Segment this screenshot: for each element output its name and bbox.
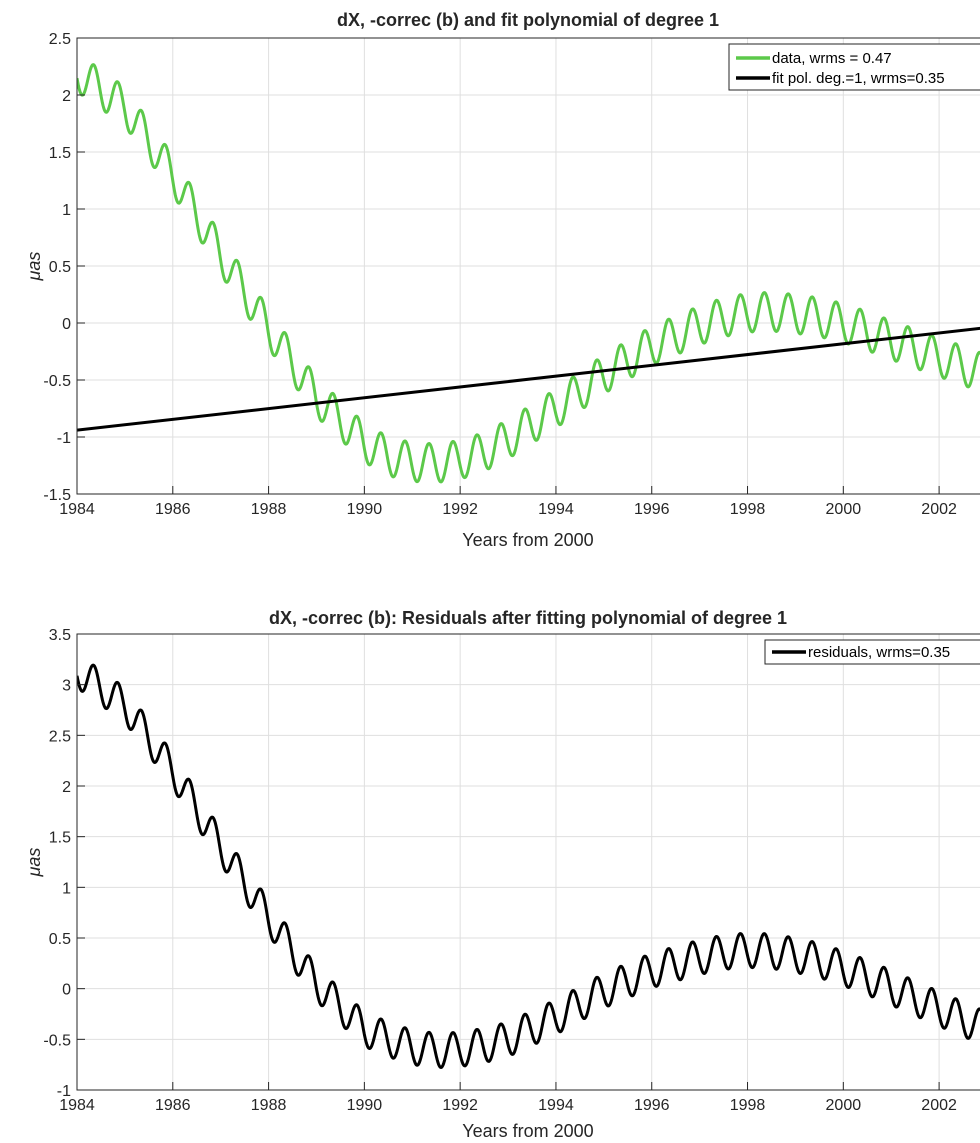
top-x-tick-label: 2000: [826, 501, 862, 518]
top-chart-title: dX, -correc (b) and fit polynomial of de…: [337, 10, 719, 30]
top-x-tick-label: 1988: [251, 501, 287, 518]
top-panel: dX, -correc (b) and fit polynomial of de…: [24, 10, 980, 550]
bottom-legend: residuals, wrms=0.35: [764, 639, 980, 665]
bottom-x-tick-label: 1984: [59, 1097, 95, 1114]
bottom-x-tick-label: 1994: [538, 1097, 574, 1114]
top-series-line-1: [77, 326, 980, 432]
bottom-grid: [76, 633, 980, 1091]
bottom-y-tick-label: -1: [57, 1083, 71, 1100]
top-x-tick-label: 1998: [730, 501, 766, 518]
top-y-tick-label: -1.5: [43, 487, 71, 504]
top-y-ticks: 2.5 2 1.5 1 0.5 0 -0.5 -1 -1.5: [43, 31, 85, 504]
bottom-axes-box: [76, 633, 980, 1091]
top-y-tick-label: 1.5: [49, 145, 71, 162]
top-y-tick-label: 0.5: [49, 259, 71, 276]
bottom-series-line-0: [77, 663, 980, 1069]
top-x-axis-label: Years from 2000: [462, 530, 593, 550]
bottom-x-tick-label: 2002: [921, 1097, 957, 1114]
top-x-tick-label: 1994: [538, 501, 574, 518]
bottom-y-axis-label: μas: [24, 848, 44, 878]
top-series-line-0: [77, 63, 980, 484]
top-y-tick-label: -1: [57, 430, 71, 447]
top-y-tick-label: 1: [62, 202, 71, 219]
bottom-y-ticks: 3.5 3 2.5 2 1.5 1 0.5 0 -0.5 -1: [43, 627, 85, 1100]
top-legend-label-data: data, wrms = 0.47: [772, 50, 892, 67]
top-legend: data, wrms = 0.47 fit pol. deg.=1, wrms=…: [728, 43, 980, 91]
top-plot-area: [77, 63, 980, 484]
top-x-tick-label: 1996: [634, 501, 670, 518]
bottom-x-tick-label: 1996: [634, 1097, 670, 1114]
top-y-tick-label: -0.5: [43, 373, 71, 390]
top-x-tick-label: 1986: [155, 501, 191, 518]
bottom-panel: dX, -correc (b): Residuals after fitting…: [24, 608, 980, 1141]
bottom-x-tick-label: 1992: [442, 1097, 478, 1114]
bottom-x-tick-label: 1988: [251, 1097, 287, 1114]
top-y-tick-label: 2: [62, 88, 71, 105]
bottom-y-tick-label: 0.5: [49, 931, 71, 948]
bottom-y-tick-label: -0.5: [43, 1032, 71, 1049]
bottom-y-tick-label: 0: [62, 982, 71, 999]
top-y-axis-label: μas: [24, 252, 44, 282]
top-y-tick-label: 0: [62, 316, 71, 333]
top-x-tick-label: 2002: [921, 501, 957, 518]
bottom-y-tick-label: 1: [62, 880, 71, 897]
bottom-chart-title: dX, -correc (b): Residuals after fitting…: [269, 608, 787, 628]
bottom-y-tick-label: 3.5: [49, 627, 71, 644]
top-grid: [76, 37, 980, 495]
top-legend-label-fit: fit pol. deg.=1, wrms=0.35: [772, 70, 945, 87]
top-legend-box: [728, 43, 980, 91]
top-x-tick-label: 1992: [442, 501, 478, 518]
bottom-plot-area: [77, 663, 980, 1069]
bottom-x-axis-label: Years from 2000: [462, 1121, 593, 1141]
bottom-legend-label-residuals: residuals, wrms=0.35: [808, 644, 950, 661]
bottom-y-tick-label: 2.5: [49, 728, 71, 745]
top-y-tick-label: 2.5: [49, 31, 71, 48]
bottom-x-tick-label: 1986: [155, 1097, 191, 1114]
bottom-x-tick-label: 1990: [347, 1097, 383, 1114]
bottom-x-ticks: 1984 1986 1988 1990 1992 1994 1996 1998 2000 2002: [59, 1082, 957, 1114]
bottom-x-tick-label: 1998: [730, 1097, 766, 1114]
bottom-y-tick-label: 2: [62, 779, 71, 796]
top-x-ticks: 1984 1986 1988 1990 1992 1994 1996 1998 2000 2002: [59, 486, 957, 518]
bottom-y-tick-label: 1.5: [49, 830, 71, 847]
top-x-tick-label: 1984: [59, 501, 95, 518]
top-x-tick-label: 1990: [347, 501, 383, 518]
bottom-y-tick-label: 3: [62, 678, 71, 695]
bottom-x-tick-label: 2000: [826, 1097, 862, 1114]
